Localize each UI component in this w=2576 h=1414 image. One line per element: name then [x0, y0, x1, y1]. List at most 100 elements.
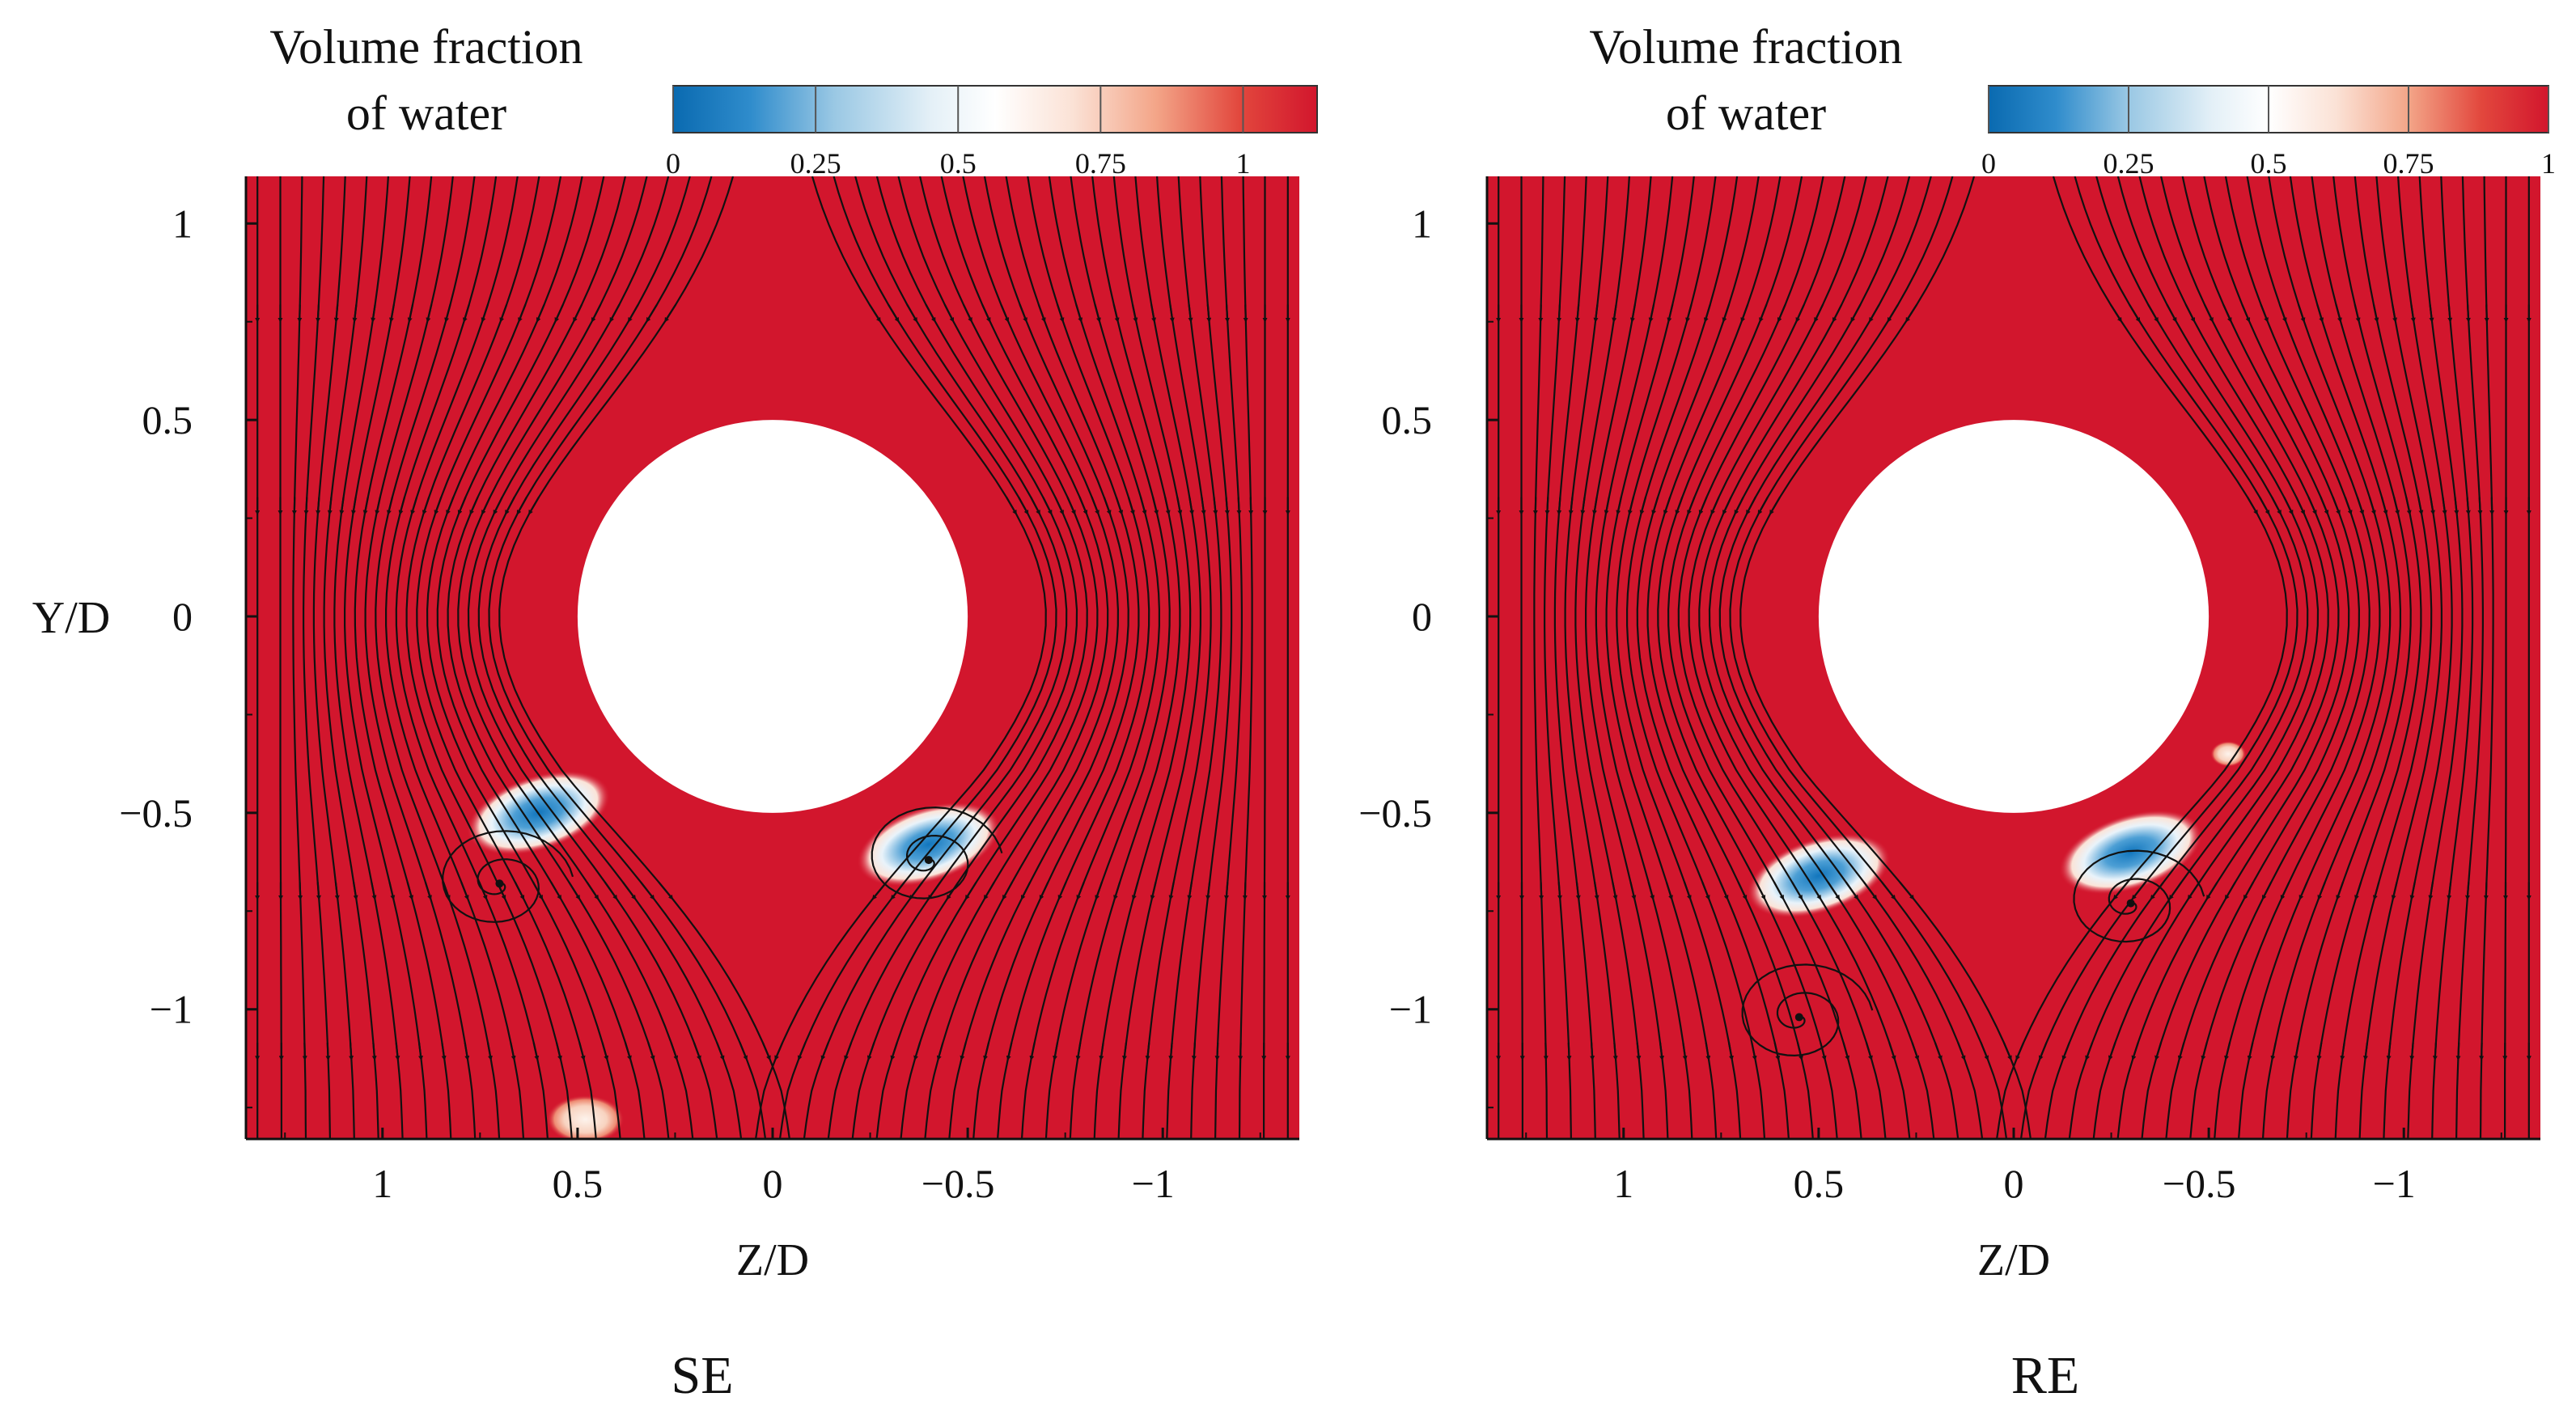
streamline-arrow: [1566, 1042, 1572, 1061]
streamline-arrow: [1201, 497, 1206, 515]
y-tick-label: −0.5: [119, 790, 193, 836]
streamline-arrow: [422, 497, 430, 515]
streamline-arrow: [2336, 882, 2344, 900]
streamline-arrow: [1905, 304, 1918, 323]
streamline-arrow: [532, 1042, 540, 1061]
streamline: [2092, 176, 2329, 1139]
streamline: [457, 176, 694, 1139]
streamline-arrow: [640, 881, 655, 900]
x-tick-label: 0.5: [553, 1161, 604, 1206]
streamline-arrow: [1820, 1042, 1827, 1061]
streamline-arrow: [2247, 1042, 2254, 1061]
streamline: [1636, 176, 1790, 1139]
streamline-arrow: [1121, 1042, 1128, 1061]
streamline-arrow: [888, 304, 900, 323]
streamline-arrow: [1737, 882, 1748, 900]
streamline-arrow: [1557, 497, 1562, 515]
streamline-arrow: [1539, 882, 1544, 900]
streamline-arrow: [316, 497, 321, 515]
streamline-arrow: [1037, 304, 1046, 323]
streamline-arrow: [2298, 304, 2306, 323]
streamline-arrow: [1095, 882, 1103, 900]
streamline-arrow: [1659, 1042, 1665, 1061]
streamline: [2068, 176, 2320, 1139]
streamline-arrow: [658, 881, 674, 900]
streamline-arrow: [417, 1042, 424, 1061]
y-tick-label: 0.5: [1382, 397, 1433, 442]
streamline-arrow: [1842, 1042, 1850, 1061]
streamline: [467, 176, 718, 1139]
streamline-arrow: [1054, 497, 1064, 515]
cylinder: [577, 420, 968, 813]
streamline-arrow: [664, 304, 677, 323]
volume-fraction-patch: [546, 1094, 625, 1139]
streamline-arrow: [441, 1042, 447, 1061]
streamline-arrow: [2108, 1042, 2116, 1061]
streamline-arrow: [2432, 1042, 2438, 1061]
streamline-arrow: [2477, 497, 2483, 515]
streamline-arrow: [1746, 497, 1756, 515]
streamline-arrow: [349, 1042, 354, 1061]
y-tick-label: −0.5: [1358, 790, 1432, 836]
legend-title-line2: of water: [1666, 87, 1826, 140]
streamline: [924, 176, 1120, 1139]
streamline-arrow: [1145, 1042, 1150, 1061]
streamline-arrow: [1042, 497, 1053, 515]
streamline-arrow: [1176, 497, 1183, 515]
streamline-arrow: [1187, 882, 1193, 900]
streamline-arrow: [774, 1042, 784, 1061]
y-tick-label: 0: [172, 594, 193, 639]
panel-re: 1 0.5 0 −0.5 −1 1 0.5 0 −0.5 −1 Z/D Volume fraction…: [1358, 20, 2556, 1405]
streamline-arrow: [1612, 304, 1617, 323]
streamline: [1214, 176, 1243, 1139]
streamline-arrow: [1039, 882, 1049, 900]
streamline-arrow: [927, 882, 942, 900]
streamline: [1667, 176, 1862, 1139]
streamline-arrow: [1075, 304, 1083, 323]
streamline-arrow: [871, 881, 888, 900]
streamline-arrow: [1168, 1042, 1174, 1061]
streamline-arrow: [1814, 304, 1824, 323]
streamline-arrow: [2295, 497, 2305, 515]
streamline-arrow: [890, 1042, 898, 1061]
streamline: [2019, 176, 2298, 1139]
streamline-arrow: [1647, 882, 1655, 900]
streamline-arrow: [334, 882, 340, 900]
x-tick-label: −1: [2373, 1161, 2416, 1206]
streamline-arrow: [906, 304, 917, 323]
legend-title-line2: of water: [346, 87, 506, 140]
streamline: [851, 176, 1088, 1139]
streamline-arrow: [2241, 304, 2251, 323]
streamline-arrow: [316, 304, 321, 323]
x-tick-label: 1: [372, 1161, 392, 1206]
streamline-arrow: [820, 1042, 829, 1061]
streamline: [2189, 176, 2371, 1139]
streamline: [1688, 176, 1911, 1139]
streamline-arrow: [2298, 882, 2308, 900]
streamline-arrow: [1593, 304, 1599, 323]
streamline-arrow: [2447, 304, 2453, 323]
streamline-arrow: [1796, 1042, 1803, 1061]
streamline-arrow: [434, 497, 443, 515]
streamline-arrow: [1682, 1042, 1688, 1061]
streamline-arrow: [2271, 497, 2282, 515]
streamline-arrow: [844, 1042, 853, 1061]
streamline-arrow: [2184, 304, 2196, 323]
streamline-arrow: [333, 304, 339, 323]
streamline-arrow: [2201, 1042, 2208, 1061]
streamline-arrow: [2354, 304, 2361, 323]
streamline: [1238, 176, 1253, 1139]
streamline: [364, 176, 477, 1139]
streamline-arrow: [2131, 1042, 2139, 1061]
streamline-arrow: [2340, 1042, 2345, 1061]
streamline-arrow: [554, 304, 564, 323]
streamline-arrow: [1075, 1042, 1082, 1061]
streamline-arrow: [981, 304, 991, 323]
streamline: [2214, 176, 2381, 1139]
legend-title-line1: Volume fraction: [269, 20, 583, 74]
panel-se: 1 0.5 0 −0.5 −1 1 0.5 0 −0.5 −1 Z/D Y/D Volume fract…: [32, 20, 1318, 1405]
streamline-arrow: [1759, 304, 1768, 323]
streamline-arrow: [351, 497, 357, 515]
x-axis-label: Z/D: [1977, 1235, 2050, 1285]
x-tick-label: 0: [763, 1161, 783, 1206]
